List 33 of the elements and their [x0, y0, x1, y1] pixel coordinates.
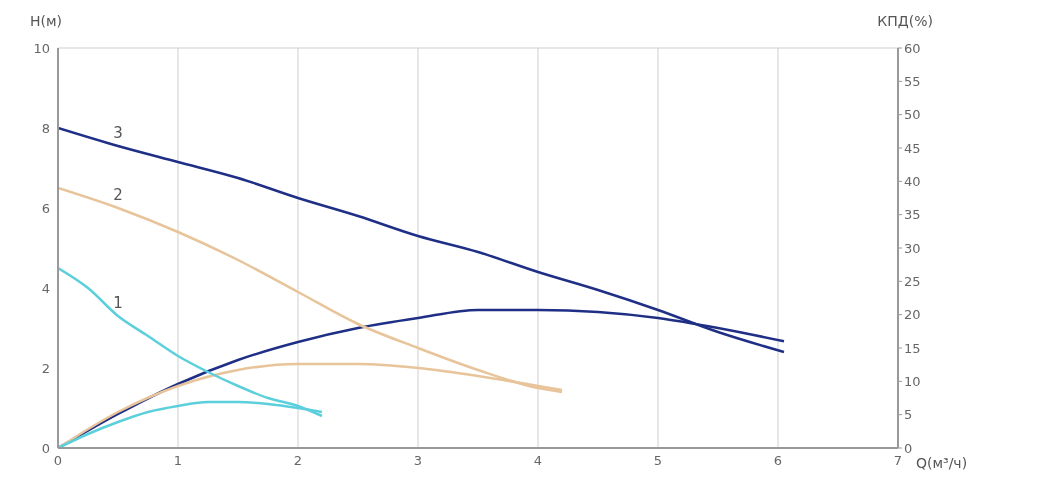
series-label: 3: [113, 124, 123, 142]
x-axis-title: Q(м³/ч): [916, 455, 968, 471]
x-tick-label: 7: [893, 453, 903, 469]
x-tick-label: 0: [53, 453, 63, 469]
y2-tick-label: 40: [904, 173, 921, 189]
y2-tick-label: 30: [904, 240, 921, 256]
y2-tick-label: 55: [904, 73, 921, 89]
x-tick-label: 5: [653, 453, 663, 469]
y2-tick-label: 0: [904, 440, 913, 456]
y-tick-label: 2: [41, 360, 50, 376]
y2-tick-label: 15: [904, 340, 921, 356]
x-tick-label: 1: [173, 453, 183, 469]
x-tick-label: 4: [533, 453, 543, 469]
y-axis-title: H(м): [30, 13, 63, 29]
y-tick-label: 6: [41, 200, 50, 216]
y2-tick-label: 35: [904, 207, 921, 223]
y2-tick-label: 10: [904, 373, 921, 389]
y-tick-label: 8: [41, 120, 50, 136]
series-label: 1: [113, 294, 123, 312]
x-tick-label: 3: [413, 453, 423, 469]
y2-tick-label: 25: [904, 273, 921, 289]
series-label: 2: [113, 186, 123, 204]
y2-tick-label: 20: [904, 307, 921, 323]
y-tick-label: 4: [41, 280, 50, 296]
y2-tick-label: 60: [904, 40, 921, 56]
y-tick-label: 10: [33, 40, 50, 56]
y2-tick-label: 45: [904, 140, 921, 156]
x-tick-label: 6: [773, 453, 783, 469]
y2-axis-title: КПД(%): [877, 13, 933, 29]
y2-tick-label: 50: [904, 107, 921, 123]
y2-tick-label: 5: [904, 407, 913, 423]
x-tick-label: 2: [293, 453, 303, 469]
y-tick-label: 0: [41, 440, 50, 456]
